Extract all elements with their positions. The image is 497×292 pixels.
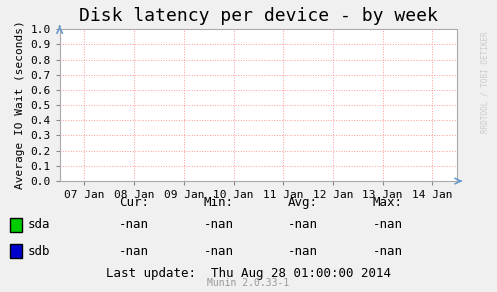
Text: Munin 2.0.33-1: Munin 2.0.33-1 (207, 278, 290, 288)
Title: Disk latency per device - by week: Disk latency per device - by week (79, 7, 438, 25)
Text: sda: sda (27, 218, 50, 231)
Text: -nan: -nan (288, 245, 318, 258)
Text: -nan: -nan (204, 245, 234, 258)
Text: -nan: -nan (119, 218, 149, 231)
Text: Last update:  Thu Aug 28 01:00:00 2014: Last update: Thu Aug 28 01:00:00 2014 (106, 267, 391, 279)
Y-axis label: Average IO Wait (seconds): Average IO Wait (seconds) (15, 21, 25, 190)
Text: Avg:: Avg: (288, 197, 318, 209)
Text: -nan: -nan (288, 218, 318, 231)
Text: RRDTOOL / TOBI OETIKER: RRDTOOL / TOBI OETIKER (481, 31, 490, 133)
Text: -nan: -nan (204, 218, 234, 231)
Text: Cur:: Cur: (119, 197, 149, 209)
Text: sdb: sdb (27, 245, 50, 258)
Text: -nan: -nan (373, 218, 403, 231)
Text: Max:: Max: (373, 197, 403, 209)
Text: Min:: Min: (204, 197, 234, 209)
Text: -nan: -nan (119, 245, 149, 258)
Text: -nan: -nan (373, 245, 403, 258)
